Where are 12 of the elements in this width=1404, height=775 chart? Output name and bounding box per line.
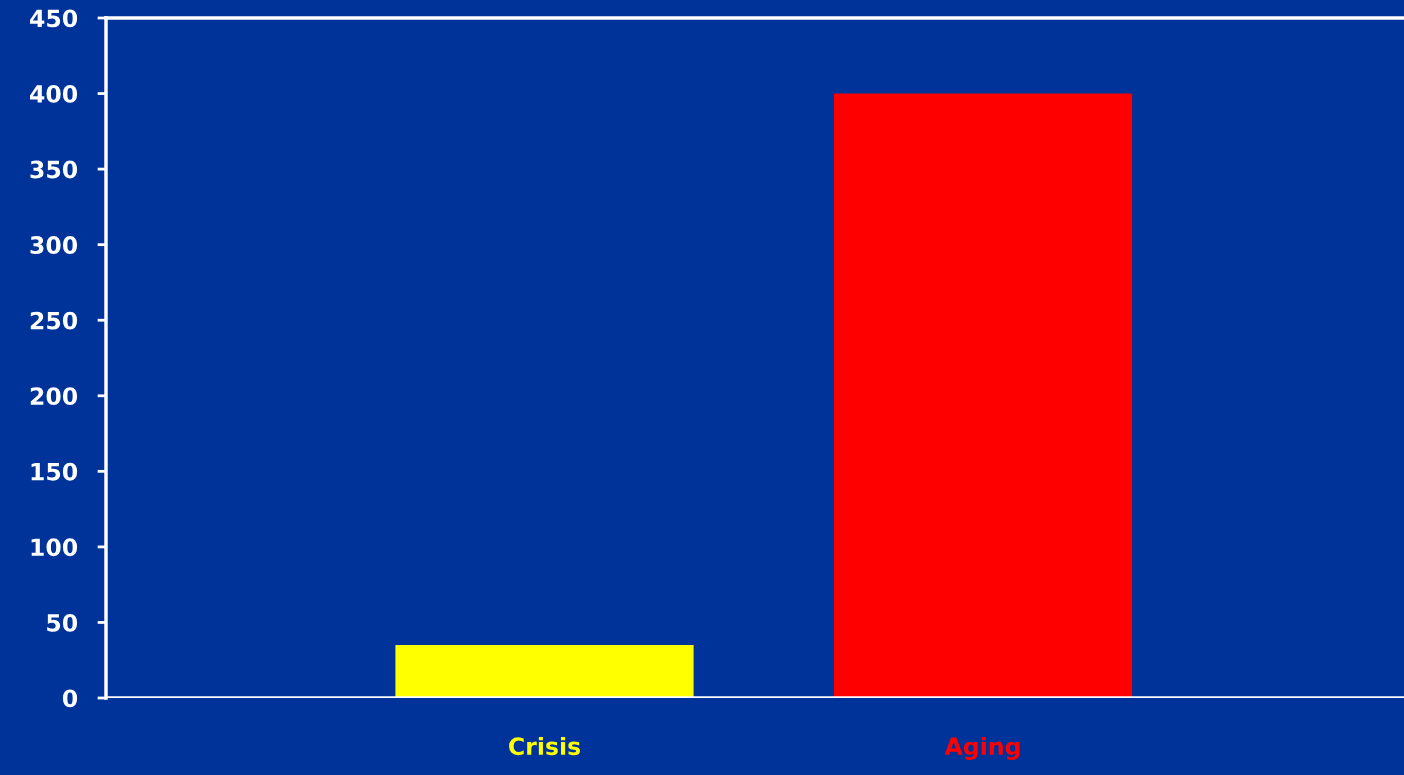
y-tick-label: 450 <box>30 9 78 28</box>
y-tick-label: 400 <box>30 85 78 103</box>
y-tick-label: 100 <box>31 538 78 557</box>
y-tick-label: 300 <box>30 236 78 254</box>
y-tick-label: 200 <box>30 387 78 406</box>
y-tick-label: 0 <box>62 689 78 708</box>
x-tick-label: Crisis <box>509 736 581 756</box>
y-tick-label: 50 <box>47 613 78 632</box>
y-tick-label: 350 <box>30 160 78 179</box>
x-tick-label: Aging <box>944 736 1020 760</box>
y-tick-label: 150 <box>31 462 78 481</box>
y-tick-label: 250 <box>30 311 78 330</box>
